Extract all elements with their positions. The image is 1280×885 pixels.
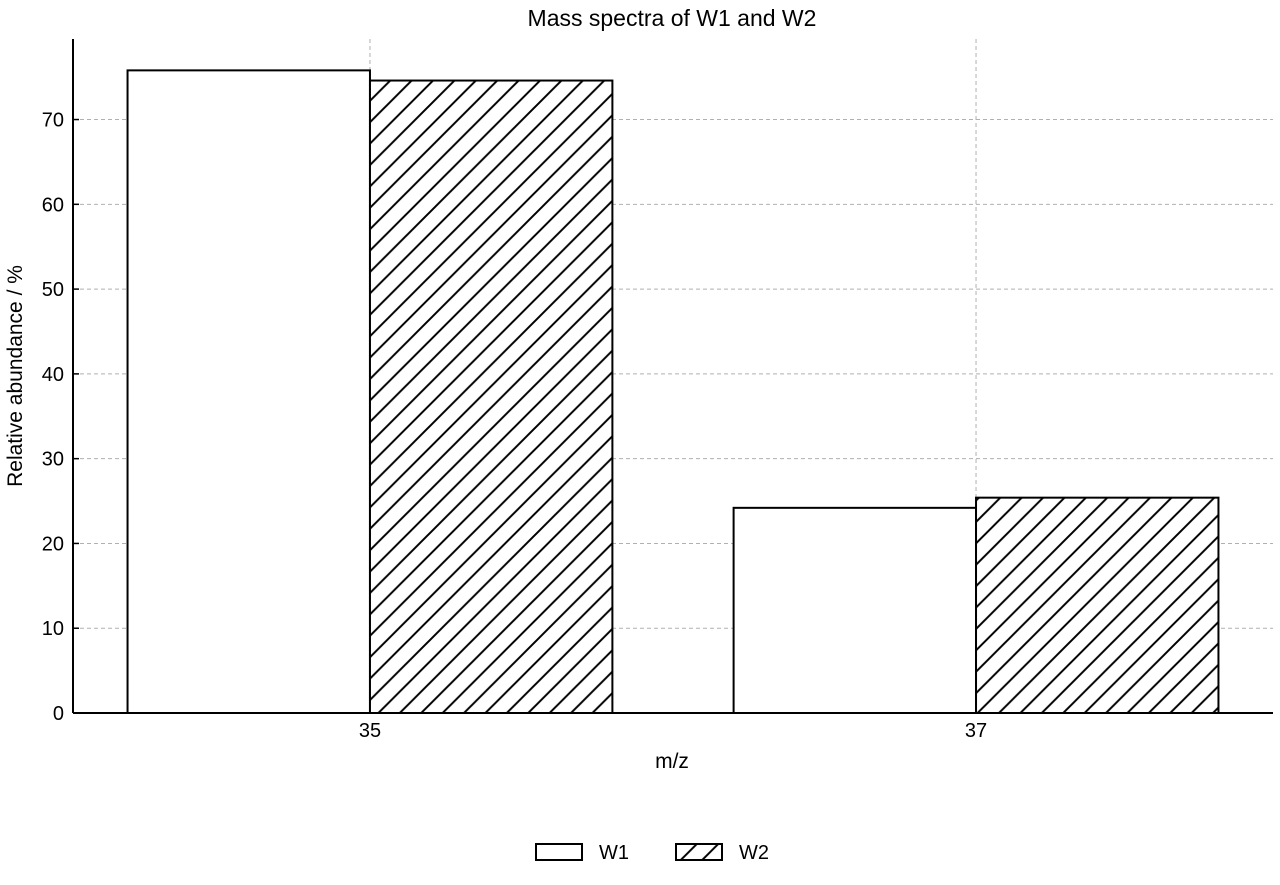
x-tick-label: 37 (965, 720, 987, 742)
y-tick-label: 20 (42, 533, 64, 555)
y-tick-label: 50 (42, 279, 64, 301)
bar-w1-37 (732, 506, 978, 714)
bar-w1-35 (126, 69, 371, 715)
legend-swatch-w1 (535, 843, 583, 861)
chart-title: Mass spectra of W1 and W2 (528, 5, 817, 31)
legend-label-w1: W1 (599, 842, 629, 864)
legend-label-w2: W2 (739, 842, 769, 864)
bars (126, 69, 1220, 715)
tick-labels: 0 10 20 30 40 50 60 70 35 37 (42, 110, 987, 742)
x-tick-label: 35 (359, 720, 381, 742)
axes (72, 39, 1273, 714)
bar-w2-35 (368, 79, 614, 715)
y-tick-label: 10 (42, 618, 64, 640)
x-axis-title: m/z (655, 750, 689, 773)
y-tick-label: 40 (42, 364, 64, 386)
legend-swatch-w2 (675, 843, 723, 861)
y-tick-label: 30 (42, 449, 64, 471)
bar-w2-37 (975, 496, 1220, 714)
y-axis-title: Relative abundance / % (4, 265, 27, 487)
legend: W1 W2 (535, 842, 769, 864)
y-tick-label: 0 (53, 703, 64, 725)
y-tick-label: 60 (42, 194, 64, 216)
y-tick-label: 70 (42, 110, 64, 132)
